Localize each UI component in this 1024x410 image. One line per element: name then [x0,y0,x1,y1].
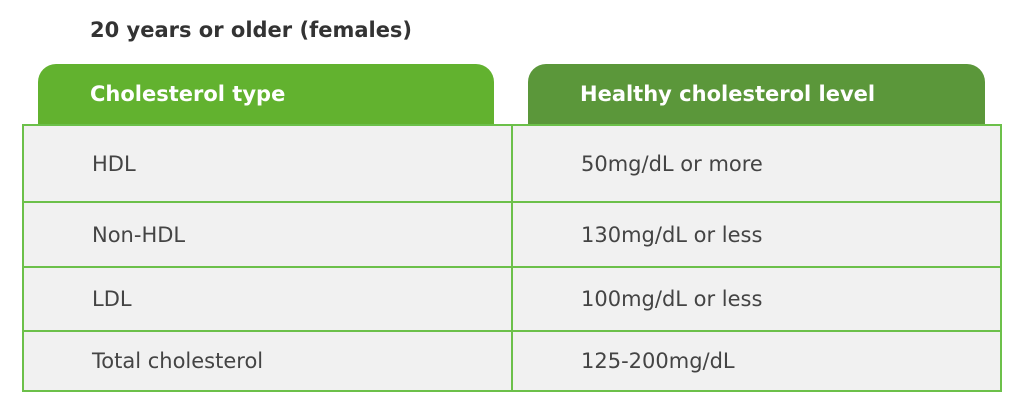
column-divider [511,126,513,390]
table-cell: 130mg/dL or less [581,222,763,247]
table-cell: HDL [92,151,136,176]
table-cell: 125-200mg/dL [581,349,735,373]
table-cell: Total cholesterol [92,349,264,373]
column-header: Cholesterol type [38,64,494,124]
table-cell: LDL [92,287,132,311]
table-row: HDL 50mg/dL or more [24,126,1000,201]
column-header: Healthy cholesterol level [528,64,985,124]
table-cell: 50mg/dL or more [581,151,763,176]
title: 20 years or older (females) [90,18,413,42]
table-cell: 100mg/dL or less [581,287,763,311]
table: HDL 50mg/dL or more Non-HDL 130mg/dL or les… [22,124,1002,392]
table-cell: Non-HDL [92,222,186,247]
